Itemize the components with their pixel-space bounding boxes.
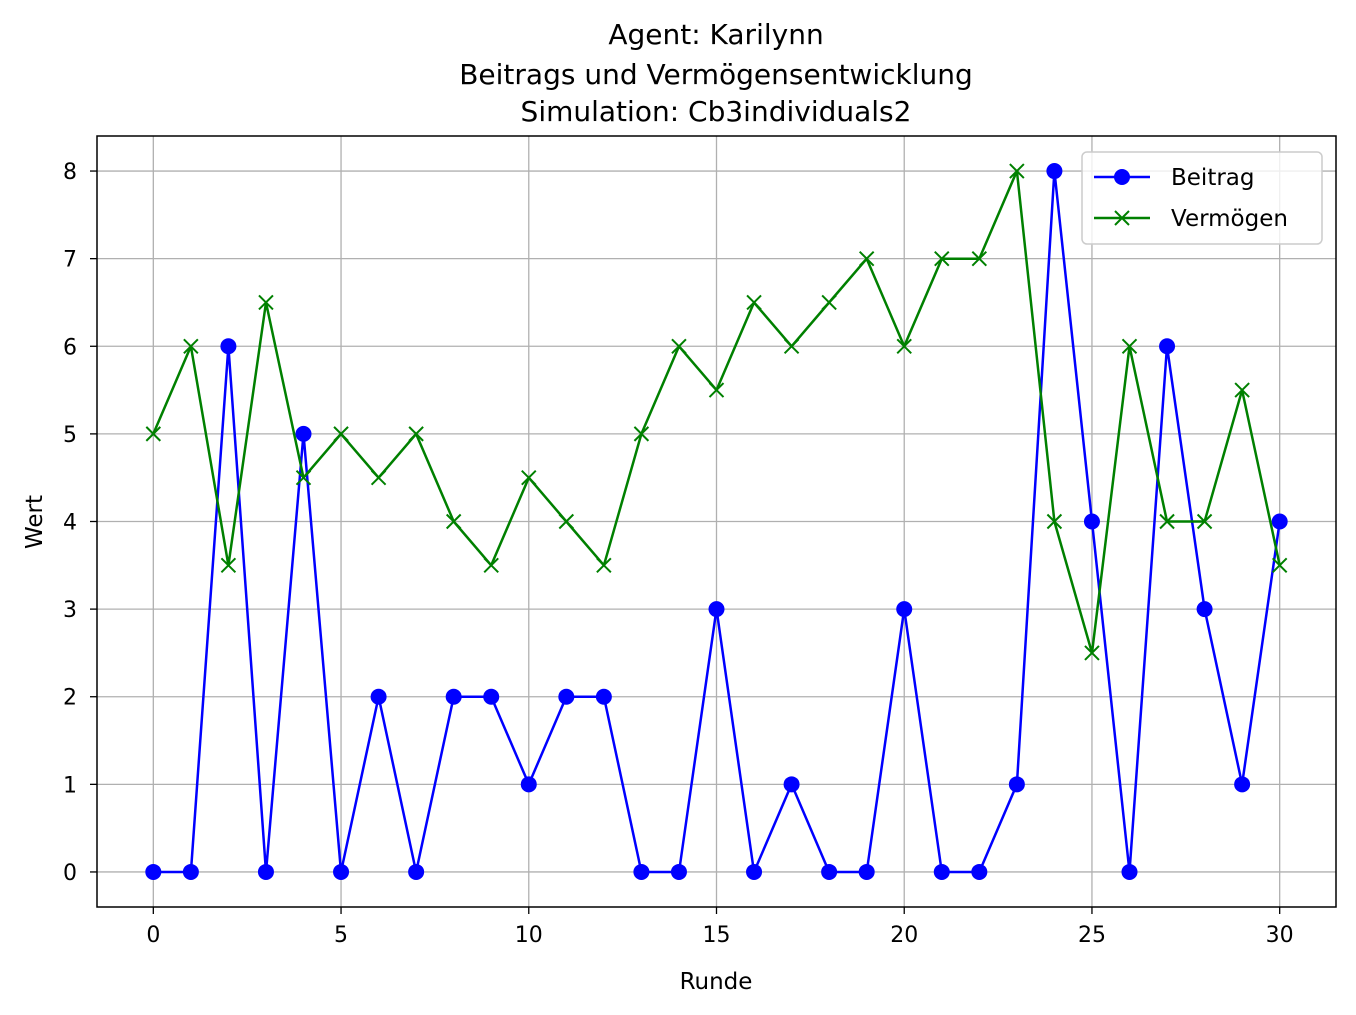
series-1-point-29 — [1234, 382, 1250, 398]
series-1-point-9 — [483, 557, 499, 574]
series-1-point-15 — [708, 382, 725, 398]
series-1-point-12 — [596, 557, 612, 574]
legend-label-vermoegen: Vermögen — [1171, 206, 1288, 232]
series-0-point-4 — [295, 425, 312, 442]
legend-label-beitrag: Beitrag — [1171, 165, 1255, 191]
legend-marker-vermoegen — [1114, 210, 1130, 226]
series-0-point-5 — [333, 863, 350, 880]
x-tick-label-10: 10 — [515, 923, 543, 948]
series-0-point-2 — [220, 338, 237, 355]
series-0-point-30 — [1271, 513, 1288, 530]
series-1-point-13 — [633, 426, 650, 442]
series-1-point-16 — [746, 294, 762, 311]
series-0-point-22 — [971, 863, 988, 880]
series-1-point-17 — [783, 338, 800, 354]
series-0-point-18 — [821, 863, 838, 880]
legend-marker-beitrag — [1114, 169, 1130, 185]
series-0-point-14 — [670, 863, 687, 880]
y-tick-label-6: 6 — [63, 335, 77, 360]
series-0-point-9 — [483, 688, 500, 705]
series-0-point-23 — [1008, 776, 1025, 793]
series-1-point-30 — [1271, 557, 1288, 574]
y-axis-label: Wert — [22, 495, 48, 549]
series-area — [145, 163, 1288, 880]
x-tick-label-0: 0 — [146, 923, 160, 948]
legend-box — [1081, 151, 1323, 245]
series-1-point-28 — [1196, 513, 1213, 530]
series-0-point-24 — [1046, 163, 1063, 180]
series-0-point-16 — [746, 863, 763, 880]
x-axis-label: Runde — [680, 969, 753, 995]
series-1-point-8 — [445, 513, 462, 530]
series-0-point-25 — [1083, 513, 1100, 530]
x-tick-label-5: 5 — [334, 923, 348, 948]
series-0-point-12 — [595, 688, 612, 705]
series-1-point-7 — [408, 426, 424, 442]
x-tick-label-20: 20 — [890, 923, 918, 948]
series-0-point-26 — [1121, 863, 1138, 880]
series-1-point-14 — [671, 338, 687, 354]
series-1-point-3 — [258, 294, 274, 311]
y-tick-label-5: 5 — [63, 423, 77, 448]
series-1-point-5 — [333, 426, 349, 442]
y-tick-label-1: 1 — [63, 773, 77, 798]
series-0-point-0 — [145, 863, 162, 880]
y-tick-label-3: 3 — [63, 598, 77, 623]
y-tick-label-2: 2 — [63, 686, 77, 711]
chart-title-line-1: Agent: Karilynn — [608, 18, 823, 51]
y-tick-label-0: 0 — [63, 861, 77, 886]
x-tick-label-15: 15 — [703, 923, 731, 948]
x-tick-label-30: 30 — [1266, 923, 1294, 948]
series-0-point-15 — [708, 601, 725, 618]
series-0-point-10 — [520, 776, 537, 793]
series-0-point-19 — [858, 863, 875, 880]
chart-title-line-2: Beitrags und Vermögensentwicklung — [459, 58, 973, 91]
grid — [97, 136, 1336, 907]
series-1-point-1 — [183, 338, 199, 354]
series-1-point-19 — [858, 250, 875, 267]
series-1-point-11 — [558, 513, 575, 530]
series-0-point-27 — [1159, 338, 1176, 355]
legend: Beitrag Vermögen — [1081, 151, 1323, 245]
x-tick-label-25: 25 — [1078, 923, 1106, 948]
series-1-point-24 — [1046, 513, 1063, 530]
y-tick-label-8: 8 — [63, 160, 77, 185]
series-1-point-27 — [1159, 513, 1175, 530]
series-1-point-18 — [821, 294, 837, 311]
series-0-point-28 — [1196, 601, 1213, 618]
series-0-point-6 — [370, 688, 387, 705]
axis-ticks: 0 5 10 15 20 25 30 0 1 2 3 4 5 6 7 8 — [63, 160, 1294, 948]
series-1-point-26 — [1121, 338, 1138, 354]
series-0-point-13 — [633, 863, 650, 880]
series-1-point-6 — [370, 469, 387, 486]
series-0-point-21 — [933, 863, 950, 880]
series-0-point-7 — [408, 863, 425, 880]
series-0-point-20 — [896, 601, 913, 618]
series-0-point-1 — [182, 863, 199, 880]
series-1-point-21 — [934, 250, 950, 267]
series-0-point-11 — [558, 688, 575, 705]
series-1-point-20 — [896, 338, 912, 354]
series-1-point-23 — [1009, 163, 1025, 179]
series-0-point-17 — [783, 776, 800, 793]
series-0-point-8 — [445, 688, 462, 705]
series-1-point-10 — [521, 469, 537, 486]
y-tick-label-7: 7 — [63, 248, 77, 273]
y-tick-label-4: 4 — [63, 511, 77, 536]
series-1-point-25 — [1084, 645, 1100, 661]
series-0-point-3 — [257, 863, 274, 880]
series-1-point-2 — [220, 557, 237, 574]
series-1-point-22 — [971, 250, 988, 267]
series-0-point-29 — [1234, 776, 1251, 793]
series-1-point-4 — [295, 469, 312, 486]
series-1-point-0 — [145, 426, 162, 442]
chart-title-line-3: Simulation: Cb3individuals2 — [521, 95, 912, 128]
